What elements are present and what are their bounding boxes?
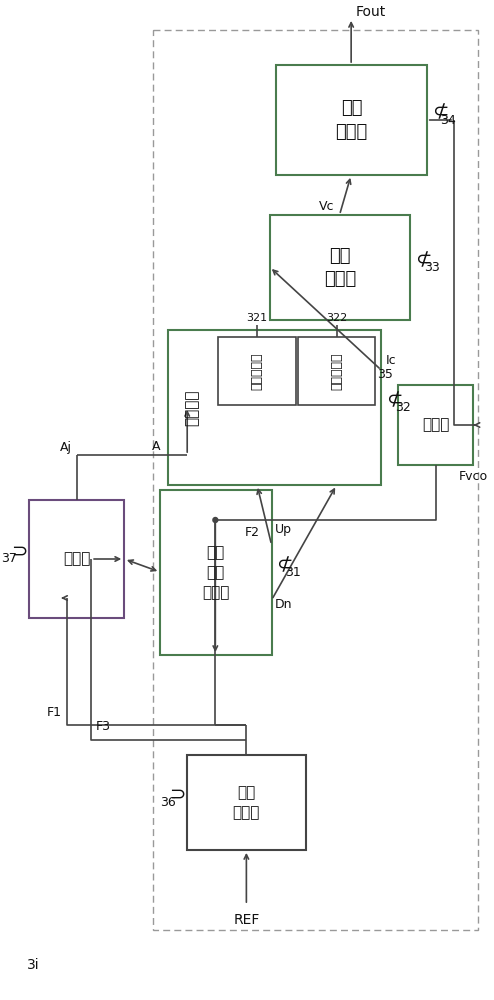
Text: 33: 33 [424,261,440,274]
Text: Fvco: Fvco [459,471,488,484]
Text: F1: F1 [47,706,62,720]
Text: 37: 37 [1,552,17,566]
Bar [187,755,306,850]
Text: Vc: Vc [319,200,334,214]
Text: F2: F2 [245,526,259,538]
Bar [398,385,473,465]
Text: Up: Up [275,524,291,536]
Text: 35: 35 [377,368,393,381]
Text: REF: REF [233,913,259,927]
Text: ⊄: ⊄ [386,390,403,409]
Text: Aj: Aj [60,440,72,454]
Bar [160,490,272,655]
Bar [168,330,381,485]
Circle shape [213,518,218,522]
Text: 输入
缓冲器: 输入 缓冲器 [233,785,260,820]
Text: 检测器: 检测器 [63,552,90,566]
Text: 32: 32 [395,401,411,414]
Bar [218,337,296,405]
Bar [270,215,411,320]
Bar [153,30,478,930]
Text: 34: 34 [440,113,456,126]
Text: ⊄: ⊄ [415,250,432,269]
Text: 31: 31 [285,566,301,579]
Text: 相位
频率
检测器: 相位 频率 检测器 [202,545,230,600]
Text: 322: 322 [326,313,347,323]
Text: A: A [152,440,160,454]
Text: 压控
振荡器: 压控 振荡器 [335,99,368,141]
Text: Dn: Dn [275,598,292,611]
Bar [29,500,124,618]
Text: F3: F3 [96,720,111,734]
Text: Fout: Fout [356,5,386,19]
Text: ⊄: ⊄ [432,103,448,121]
Text: 分频器: 分频器 [422,418,449,432]
Text: 回路
滤波器: 回路 滤波器 [324,247,356,288]
Text: Ic: Ic [386,354,397,366]
Bar [277,65,427,175]
Text: 放电电流源: 放电电流源 [330,352,343,390]
Text: 321: 321 [247,313,268,323]
Bar [298,337,375,405]
Text: ⊃: ⊃ [169,785,185,804]
Text: ⊃: ⊃ [11,542,27,560]
Text: 电荷泵浦: 电荷泵浦 [185,389,200,426]
Text: ⊄: ⊄ [277,555,293,574]
Text: 36: 36 [160,796,175,809]
Text: 3i: 3i [27,958,40,972]
Text: 充电电流源: 充电电流源 [250,352,263,390]
